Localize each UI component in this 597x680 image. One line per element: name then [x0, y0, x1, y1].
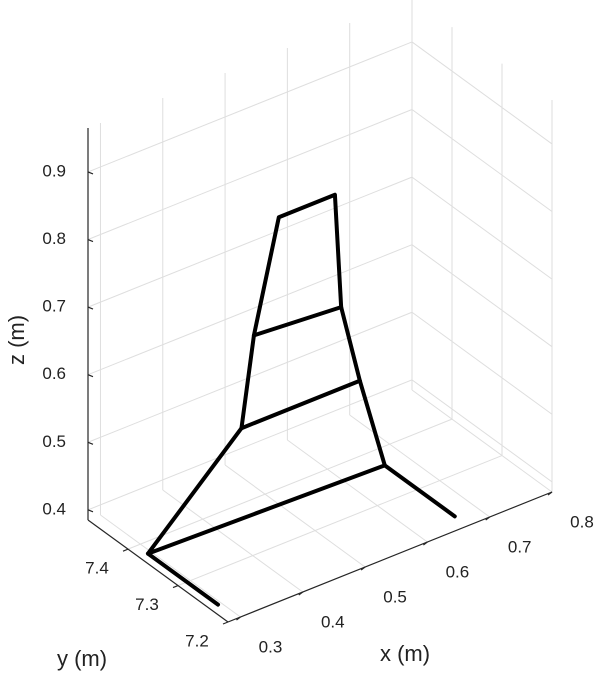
- grid-line: [87, 109, 413, 240]
- grid-line: [411, 244, 553, 348]
- grid-line: [224, 464, 366, 568]
- data-line: [251, 305, 344, 338]
- grid-line: [177, 455, 503, 587]
- z-tick-label: 0.7: [42, 297, 66, 316]
- x-tick: [485, 516, 491, 521]
- x-axis: [227, 491, 553, 623]
- data-line: [382, 463, 457, 519]
- x-tick: [360, 566, 366, 571]
- y-tick: [222, 621, 229, 625]
- z-tick-label: 0.4: [42, 499, 66, 518]
- z-tick: [87, 441, 94, 445]
- z-tick: [87, 509, 94, 513]
- x-tick: [298, 591, 304, 596]
- grid-line: [162, 489, 304, 593]
- grid-line: [127, 418, 453, 550]
- x-tick-label: 0.8: [570, 512, 594, 531]
- z-axis-label: z (m): [4, 315, 29, 365]
- z-tick-label: 0.6: [42, 364, 66, 383]
- y-axis: [87, 519, 229, 623]
- x-tick-label: 0.6: [446, 562, 470, 581]
- x-tick-label: 0.3: [259, 637, 283, 656]
- x-tick: [236, 616, 241, 621]
- z-tick-label: 0.5: [42, 432, 66, 451]
- y-axis-label: y (m): [57, 646, 107, 671]
- z-tick: [87, 171, 94, 175]
- z-tick-label: 0.8: [42, 229, 66, 248]
- y-tick-label: 7.4: [85, 559, 109, 578]
- grid-line: [100, 514, 241, 618]
- y-tick-label: 7.3: [135, 595, 159, 614]
- x-tick-label: 0.4: [321, 612, 345, 631]
- data-line: [146, 551, 220, 607]
- z-tick: [87, 306, 94, 310]
- grid-line: [411, 379, 553, 483]
- x-tick-label: 0.5: [383, 587, 407, 606]
- z-tick: [87, 238, 94, 243]
- x-axis-label: x (m): [380, 641, 430, 666]
- data-line: [239, 378, 362, 431]
- x-tick: [423, 541, 428, 546]
- y-tick: [172, 585, 179, 589]
- x-tick: [547, 491, 553, 496]
- grid-line: [87, 379, 413, 511]
- z-tick: [87, 374, 94, 378]
- grid-line: [287, 439, 428, 543]
- grid-line: [411, 311, 553, 415]
- grid-line: [87, 176, 413, 308]
- grid-line: [411, 176, 553, 280]
- x-tick-label: 0.7: [508, 537, 532, 556]
- grid-line: [411, 109, 553, 212]
- data-line: [146, 192, 387, 556]
- y-tick-label: 7.2: [185, 631, 209, 650]
- grid-line: [349, 414, 490, 518]
- grid-line: [411, 41, 553, 145]
- grid-line: [87, 41, 413, 173]
- grid-line: [87, 244, 413, 376]
- grid-line: [411, 389, 553, 493]
- y-tick: [122, 548, 129, 552]
- z-tick-label: 0.9: [42, 161, 66, 180]
